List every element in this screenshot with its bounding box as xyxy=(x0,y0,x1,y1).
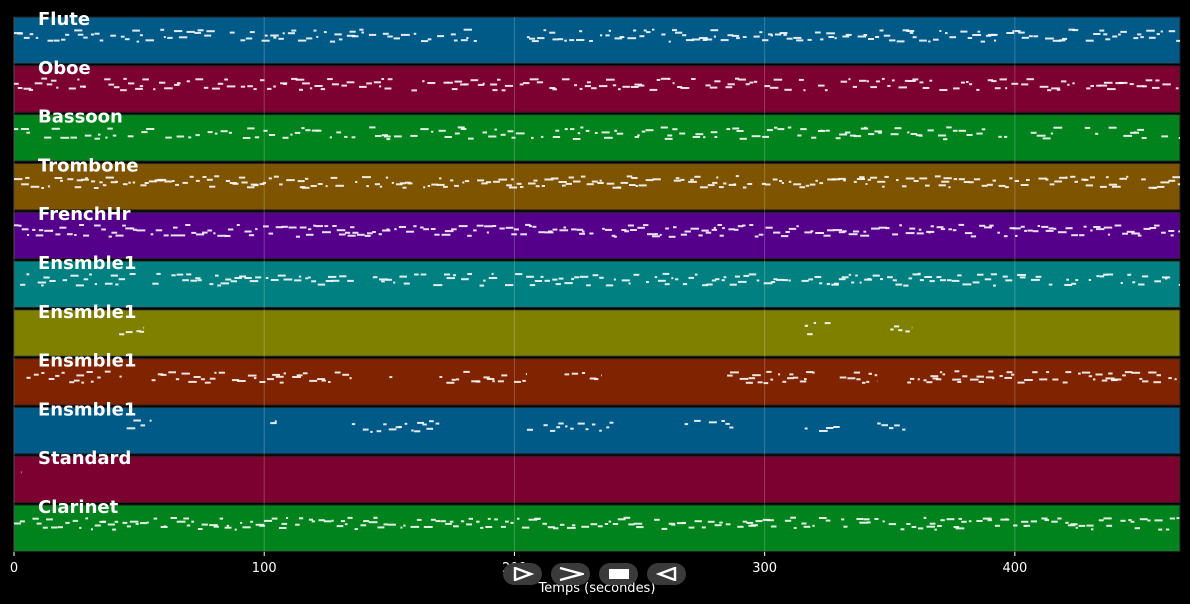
note-marks xyxy=(14,516,1180,531)
track-label: Ensmble1 xyxy=(38,302,136,323)
track-lane-bg xyxy=(13,455,1181,504)
note-marks xyxy=(126,419,906,433)
track-lane-bg xyxy=(13,211,1181,260)
track-label: Clarinet xyxy=(38,497,119,518)
labels-layer: Flute Oboe Bassoon Trombone FrenchHr Ensmble1… xyxy=(38,9,139,518)
fast-forward-button[interactable] xyxy=(551,563,590,585)
x-tick-label: 400 xyxy=(1002,561,1027,576)
play-button[interactable] xyxy=(503,563,542,585)
stop-button[interactable] xyxy=(599,563,638,585)
track-lane[interactable] xyxy=(13,358,1181,406)
track-lane-bg xyxy=(13,16,1181,64)
track-lane[interactable] xyxy=(13,211,1181,260)
track-lane[interactable] xyxy=(13,504,1181,552)
fast-forward-icon xyxy=(559,567,584,581)
note-marks xyxy=(20,471,22,474)
track-lane[interactable] xyxy=(13,114,1181,162)
note-marks xyxy=(14,28,1180,43)
track-lane-bg xyxy=(13,114,1181,162)
note-marks xyxy=(20,272,1180,287)
note-marks xyxy=(119,322,913,336)
play-icon xyxy=(513,567,534,581)
stop-icon xyxy=(608,569,629,579)
x-tick-label: 300 xyxy=(752,561,777,576)
note-marks xyxy=(14,223,1180,238)
note-marks xyxy=(14,126,1180,141)
track-lane-bg xyxy=(13,406,1181,455)
track-lane[interactable] xyxy=(13,455,1181,504)
track-label: Ensmble1 xyxy=(38,351,136,372)
track-lane[interactable] xyxy=(13,162,1181,211)
track-lane[interactable] xyxy=(13,65,1181,113)
track-lane[interactable] xyxy=(13,309,1181,357)
track-lane[interactable] xyxy=(13,260,1181,308)
track-lane-bg xyxy=(13,65,1181,113)
rewind-icon xyxy=(655,567,676,581)
track-lane-bg xyxy=(13,260,1181,308)
track-label: Ensmble1 xyxy=(38,253,136,274)
track-lane[interactable] xyxy=(13,406,1181,455)
note-marks xyxy=(14,77,1179,92)
note-marks xyxy=(14,175,1180,189)
track-label: Bassoon xyxy=(38,107,123,128)
track-lane[interactable] xyxy=(13,16,1181,64)
track-lane-bg xyxy=(13,504,1181,552)
track-label: Standard xyxy=(38,448,131,469)
x-tick-label: 100 xyxy=(252,561,277,576)
x-tick-label: 0 xyxy=(10,561,18,576)
grid-layer xyxy=(13,17,1016,552)
track-label: Flute xyxy=(38,9,90,30)
track-label: FrenchHr xyxy=(38,204,131,225)
track-label: Ensmble1 xyxy=(38,399,136,420)
note-marks xyxy=(26,370,1180,385)
rewind-button[interactable] xyxy=(647,563,686,585)
track-label: Trombone xyxy=(38,155,139,176)
track-label: Oboe xyxy=(38,58,91,79)
tracks-layer xyxy=(13,16,1181,552)
transport-controls xyxy=(503,563,686,585)
track-lane-bg xyxy=(13,309,1181,357)
